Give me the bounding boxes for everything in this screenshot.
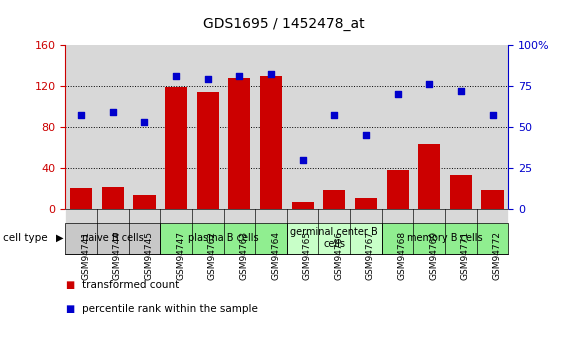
Bar [319, 45, 350, 209]
Bar [287, 45, 319, 209]
Bar [414, 45, 445, 209]
Bar [350, 45, 382, 209]
Bar [128, 45, 160, 209]
Text: GSM94747: GSM94747 [176, 231, 185, 280]
Point [361, 132, 370, 138]
Text: transformed count: transformed count [82, 280, 179, 289]
Point [140, 119, 149, 125]
Bar [97, 45, 128, 209]
Bar [450, 175, 472, 209]
Text: cell type: cell type [3, 233, 48, 243]
Text: GSM94767: GSM94767 [366, 231, 375, 280]
Text: GSM94744: GSM94744 [113, 231, 122, 280]
Bar [65, 45, 97, 209]
Bar [386, 170, 409, 209]
Bar [482, 190, 504, 209]
Point [456, 88, 465, 93]
Bar [133, 195, 156, 209]
Bar [228, 78, 250, 209]
Bar [70, 188, 92, 209]
Bar [255, 45, 287, 209]
Text: naive B cells: naive B cells [82, 233, 144, 243]
Text: plasma B cells: plasma B cells [188, 233, 259, 243]
Point [393, 91, 402, 97]
Text: GSM94768: GSM94768 [398, 231, 407, 280]
Point [172, 73, 181, 79]
Bar [477, 45, 508, 209]
Point [203, 77, 212, 82]
Bar [323, 190, 345, 209]
Text: ▶: ▶ [56, 233, 63, 243]
Point [488, 112, 497, 118]
Bar [160, 45, 192, 209]
Bar [165, 87, 187, 209]
Text: ■: ■ [65, 280, 74, 289]
Text: GSM94771: GSM94771 [461, 231, 470, 280]
Bar [260, 76, 282, 209]
Point [108, 109, 118, 115]
Text: GSM94741: GSM94741 [81, 231, 90, 280]
Bar [418, 144, 440, 209]
Text: memory B cells: memory B cells [407, 233, 483, 243]
Text: percentile rank within the sample: percentile rank within the sample [82, 304, 258, 314]
Point [298, 157, 307, 162]
Bar [197, 92, 219, 209]
Text: GSM94765: GSM94765 [303, 231, 312, 280]
Text: GSM94772: GSM94772 [492, 231, 502, 280]
Point [330, 112, 339, 118]
Text: GSM94766: GSM94766 [335, 231, 343, 280]
Point [425, 81, 434, 87]
Bar [224, 45, 255, 209]
Bar [291, 201, 314, 209]
Bar [102, 187, 124, 209]
Text: germinal center B
cells: germinal center B cells [290, 227, 378, 249]
Bar [192, 45, 224, 209]
Point [77, 112, 86, 118]
Bar [445, 45, 477, 209]
Text: GDS1695 / 1452478_at: GDS1695 / 1452478_at [203, 17, 365, 31]
Bar [382, 45, 414, 209]
Text: GSM94762: GSM94762 [208, 231, 217, 280]
Text: ■: ■ [65, 304, 74, 314]
Text: GSM94763: GSM94763 [239, 231, 248, 280]
Point [266, 72, 275, 77]
Point [235, 73, 244, 79]
Text: GSM94764: GSM94764 [271, 231, 280, 280]
Text: GSM94769: GSM94769 [429, 231, 438, 280]
Text: GSM94745: GSM94745 [144, 231, 153, 280]
Bar [355, 198, 377, 209]
